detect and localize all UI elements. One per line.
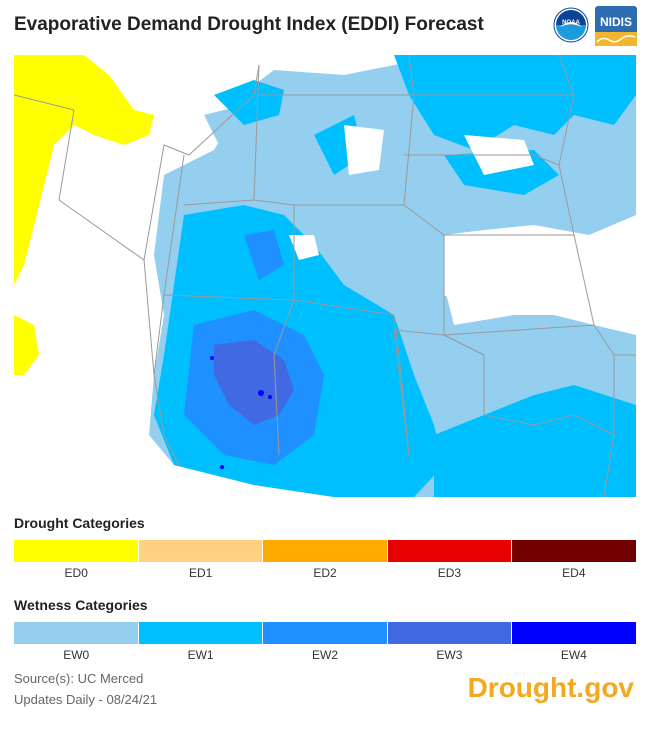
swatch-ed3 [387,540,513,562]
label-ew1: EW1 [187,648,214,662]
swatch-ed2 [263,540,388,562]
wetness-legend-bar [14,622,636,644]
svg-text:NOAA: NOAA [562,20,580,26]
swatch-ed1 [138,540,264,562]
updates-text: Updates Daily - 08/24/21 [14,692,158,707]
drought-legend-bar [14,540,636,562]
swatch-ew4 [512,622,636,644]
swatch-ew1 [138,622,264,644]
swatch-ew3 [387,622,513,644]
swatch-ew0 [14,622,139,644]
noaa-logo: NOAA [553,7,589,43]
page-title: Evaporative Demand Drought Index (EDDI) … [14,14,484,35]
label-ed3: ED3 [437,566,462,580]
nidis-logo: NIDIS [595,6,637,46]
wetness-legend-labels: EW0 EW1 EW2 EW3 EW4 [14,648,636,662]
drought-gov-brand[interactable]: Drought.gov [467,672,634,703]
eddi-forecast-map [14,55,636,497]
label-ew4: EW4 [560,648,587,662]
swatch-ed0 [14,540,139,562]
swatch-ew2 [263,622,388,644]
drought-legend-labels: ED0 ED1 ED2 ED3 ED4 [14,566,636,580]
no-signal-areas [74,125,624,445]
ew4-region [210,356,272,469]
wetness-categories-title: Wetness Categories [14,597,148,613]
label-ew2: EW2 [312,648,339,662]
label-ew3: EW3 [436,648,463,662]
label-ed4: ED4 [562,566,586,580]
svg-text:NIDIS: NIDIS [600,15,632,29]
swatch-ed4 [512,540,636,562]
label-ed0: ED0 [64,566,88,580]
label-ed1: ED1 [188,566,213,580]
label-ed2: ED2 [313,566,337,580]
label-ew0: EW0 [63,648,90,662]
drought-categories-title: Drought Categories [14,515,145,531]
source-text: Source(s): UC Merced [14,671,144,686]
state-boundaries [14,55,636,497]
